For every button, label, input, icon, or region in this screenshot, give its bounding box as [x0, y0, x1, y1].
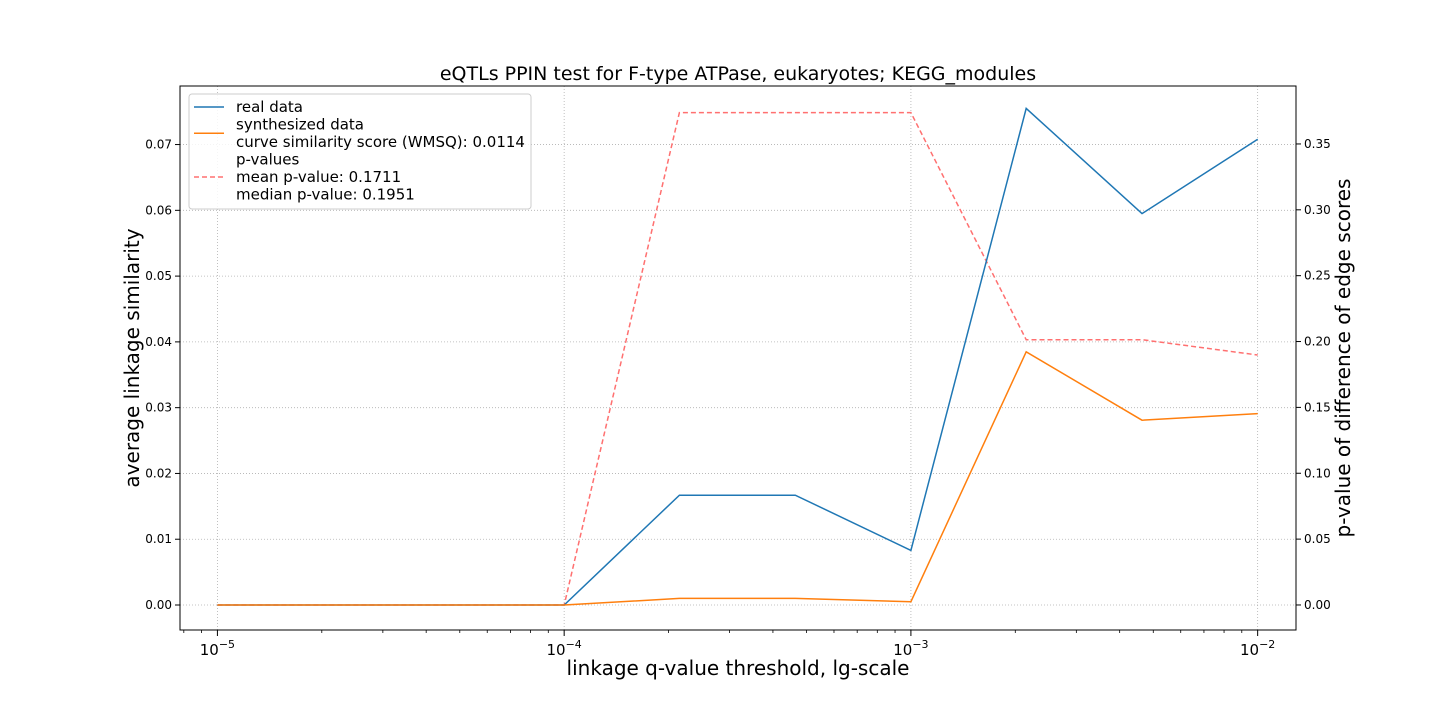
series-line-1 [217, 350, 1258, 606]
y2-tick-label: 0.10 [1304, 466, 1331, 480]
legend-label: p-values [236, 151, 300, 169]
plot-frame [179, 85, 1297, 631]
x-tick-label: 10−2 [1240, 638, 1275, 659]
legend-label: synthesized data [236, 116, 364, 134]
y-tick-label: 0.00 [145, 598, 172, 612]
x-tick-label: 10−5 [200, 638, 235, 659]
y-axis-title: average linkage similarity [120, 228, 144, 487]
x-axis-title: linkage q-value threshold, lg-scale [567, 656, 910, 680]
y2-axis-title: p-value of difference of edge scores [1331, 179, 1355, 538]
x-tick-label: 10−4 [547, 638, 582, 659]
y-tick-label: 0.07 [145, 138, 172, 152]
y2-tick-label: 0.25 [1304, 269, 1331, 283]
y2-tick-label: 0.30 [1304, 203, 1331, 217]
y2-tick-label: 0.35 [1304, 137, 1331, 151]
y-tick-label: 0.05 [145, 269, 172, 283]
legend-label: curve similarity score (WMSQ): 0.0114 [236, 133, 525, 151]
legend-box [188, 93, 532, 210]
y-tick-label: 0.06 [145, 203, 172, 217]
y2-tick-label: 0.15 [1304, 400, 1331, 414]
y-tick-label: 0.04 [145, 335, 172, 349]
series-lines [217, 107, 1259, 606]
x-tick-label: 10−3 [893, 638, 928, 659]
y2-tick-label: 0.20 [1304, 335, 1331, 349]
y2-tick-label: 0.00 [1304, 598, 1331, 612]
legend-label: real data [236, 98, 303, 116]
legend-label: mean p-value: 0.1711 [236, 168, 401, 186]
y-tick-label: 0.02 [145, 466, 172, 480]
y-tick-label: 0.01 [145, 532, 172, 546]
y2-tick-label: 0.05 [1304, 532, 1331, 546]
axis-ticks: 10−5 10−4 10−3 10−2 0.00 0.01 0.02 0.03 0.04 0.05… [145, 137, 1330, 659]
chart-title: eQTLs PPIN test for F-type ATPase, eukar… [440, 63, 1036, 85]
y-tick-label: 0.03 [145, 401, 172, 415]
series-line-2 [217, 111, 1258, 606]
legend-label: median p-value: 0.1951 [236, 186, 415, 204]
